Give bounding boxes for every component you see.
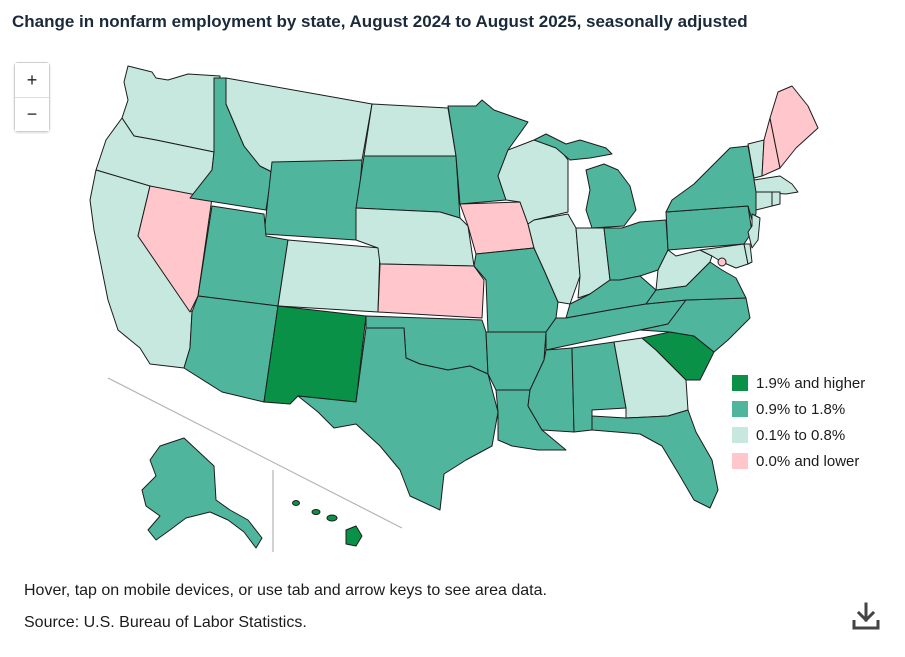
state-il[interactable] [527, 213, 581, 305]
zoom-in-button[interactable]: + [15, 63, 49, 97]
state-de[interactable] [743, 243, 753, 265]
zoom-control: + − [14, 62, 50, 132]
state-wy[interactable] [263, 159, 363, 241]
state-tx[interactable] [297, 327, 499, 511]
state-nd[interactable] [363, 103, 457, 157]
legend-item: 0.1% to 0.8% [732, 422, 865, 448]
state-nj[interactable] [747, 213, 761, 249]
state-dc[interactable] [717, 257, 727, 267]
source-note: Source: U.S. Bureau of Labor Statistics. [24, 614, 307, 631]
state-ri[interactable] [771, 191, 781, 207]
legend-swatch [732, 427, 748, 443]
inset-divider-line [107, 377, 403, 529]
state-fl[interactable] [591, 409, 719, 509]
legend-label: 0.0% and lower [756, 452, 860, 470]
state-mi-upper[interactable] [533, 133, 613, 161]
state-hi[interactable] [345, 525, 363, 547]
legend-label: 1.9% and higher [756, 374, 866, 392]
page-title: Change in nonfarm employment by state, A… [12, 12, 748, 31]
legend: 1.9% and higher 0.9% to 1.8% 0.1% to 0.8… [732, 370, 865, 474]
state-ak[interactable] [141, 437, 263, 549]
state-nm[interactable] [263, 305, 367, 405]
legend-item: 0.9% to 1.8% [732, 396, 865, 422]
download-icon[interactable] [850, 600, 882, 632]
hover-instructions: Hover, tap on mobile devices, or use tab… [24, 582, 547, 599]
legend-swatch [732, 453, 748, 469]
legend-item: 1.9% and higher [732, 370, 865, 396]
state-pa[interactable] [665, 205, 753, 251]
state-mi[interactable] [585, 163, 637, 229]
state-ks[interactable] [377, 263, 485, 319]
state-az[interactable] [183, 295, 279, 403]
state-ct[interactable] [755, 191, 773, 211]
state-ma[interactable] [753, 175, 799, 195]
state-me[interactable] [769, 85, 819, 169]
state-co[interactable] [277, 239, 381, 313]
state-nc[interactable] [639, 297, 751, 353]
legend-swatch [732, 401, 748, 417]
state-hi-islands[interactable] [326, 514, 338, 522]
state-hi-islands[interactable] [292, 500, 300, 506]
legend-swatch [732, 375, 748, 391]
legend-label: 0.1% to 0.8% [756, 426, 846, 444]
zoom-out-button[interactable]: − [15, 97, 49, 131]
legend-item: 0.0% and lower [732, 448, 865, 474]
state-hi-islands[interactable] [311, 509, 321, 515]
legend-label: 0.9% to 1.8% [756, 400, 846, 418]
